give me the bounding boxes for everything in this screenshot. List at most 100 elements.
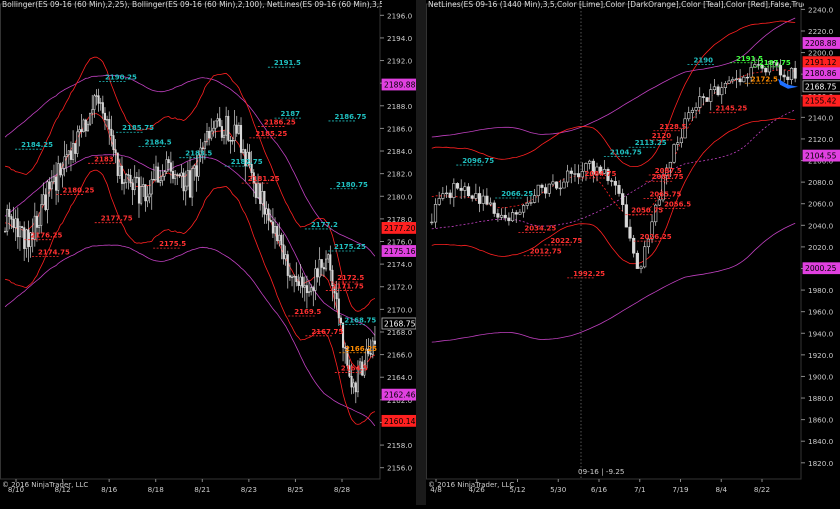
candle-body [723, 83, 728, 88]
candle-body [195, 165, 198, 177]
candle-body [48, 181, 51, 190]
candle-body [106, 119, 109, 121]
candle-body [544, 187, 548, 194]
candle-body [59, 163, 62, 176]
candle-body [273, 226, 277, 234]
candle-body [112, 135, 115, 151]
candle-body [514, 212, 518, 215]
netline-label: 2167.75 [311, 328, 343, 336]
candle-body [786, 76, 790, 80]
candle-body [705, 97, 709, 102]
right-chart-svg[interactable]: 1820.0 1840.0 1860.0 1880.0 1900.0 1920.0 1940… [426, 0, 840, 505]
candle-body [205, 131, 209, 142]
y-tick-label: 2164.0 [387, 373, 413, 382]
candle-body [474, 193, 478, 199]
candle-body [738, 78, 742, 83]
candle-body [359, 361, 362, 370]
candle-body [16, 218, 19, 238]
x-tick-label: 7/19 [672, 485, 689, 494]
price-tag-label: 2208.88 [805, 39, 837, 48]
candle-body [310, 287, 313, 293]
candle-body [178, 174, 181, 177]
candle-body [363, 367, 366, 376]
y-tick-label: 1860.0 [808, 416, 834, 425]
candle-body [694, 107, 698, 111]
candle-body [322, 267, 325, 270]
candle-body [624, 204, 628, 228]
candle-body [142, 184, 145, 187]
candle-body [271, 221, 274, 234]
candle-body [10, 216, 13, 220]
candle-body [114, 149, 117, 154]
candle-body [477, 193, 482, 204]
left-chart-svg[interactable]: 2156.02158.02160.02162.02164.02166.02168… [0, 0, 417, 505]
netline-label: 2166.25 [345, 345, 377, 353]
bollinger-slow-line [4, 244, 376, 427]
y-tick-label: 2176.0 [387, 238, 413, 247]
candle-body [441, 193, 445, 199]
candle-body [499, 214, 504, 218]
candle-body [146, 196, 149, 202]
netline-label: 2186.25 [264, 119, 296, 127]
candle-body [753, 64, 757, 68]
panel-divider[interactable] [416, 0, 426, 505]
netline-label: 2081.75 [652, 173, 684, 181]
candle-body [286, 254, 289, 276]
netline-label: 2183.5 [185, 150, 212, 158]
candle-body [448, 192, 452, 198]
candle-body [676, 142, 680, 145]
candle-body [503, 214, 507, 219]
x-tick-label: 8/28 [334, 485, 351, 494]
x-tick-label: 5/12 [509, 485, 525, 494]
bollinger-fast-line [431, 117, 796, 265]
candle-body [63, 156, 66, 169]
blue-arrow-icon [778, 78, 798, 89]
candle-body [267, 208, 270, 221]
candle-body [650, 221, 654, 240]
candle-body [50, 181, 53, 190]
netline-label: 2168.75 [344, 316, 376, 324]
candle-body [133, 176, 136, 191]
candle-body [52, 176, 55, 183]
y-tick-label: 2186.0 [387, 124, 413, 133]
candle-body [329, 254, 332, 271]
bollinger-fast-line [431, 20, 796, 167]
x-tick-label: 5/30 [550, 485, 567, 494]
x-tick-label: 6/16 [591, 485, 608, 494]
netline-label: 2172.5 [337, 274, 364, 282]
candle-body [573, 173, 577, 175]
candle-body [610, 180, 614, 182]
candle-body [191, 168, 194, 198]
left-chart-panel[interactable]: 2156.02158.02160.02162.02164.02166.02168… [0, 0, 417, 505]
candle-body [69, 150, 73, 160]
candle-body [278, 234, 281, 242]
netline-label: 2171.75 [332, 283, 364, 291]
price-tag [802, 149, 840, 162]
candle-body [74, 143, 77, 154]
candle-body [327, 254, 330, 260]
plot-frame [426, 3, 802, 480]
candle-body [116, 152, 119, 176]
y-tick-label: 1980.0 [808, 286, 834, 295]
candle-body [698, 96, 702, 108]
candle-body [144, 184, 147, 202]
y-tick-label: 2200.0 [808, 49, 834, 58]
candle-body [82, 119, 85, 133]
candle-body [536, 184, 540, 196]
candle-body [201, 147, 204, 150]
candle-body [295, 275, 298, 283]
netline-label: 2164.5 [341, 365, 368, 373]
candle-body [103, 112, 107, 121]
y-tick-label: 2240.0 [808, 5, 834, 14]
right-chart-panel[interactable]: 1820.0 1840.0 1860.0 1880.0 1900.0 1920.0 1940… [426, 0, 840, 505]
candle-body [492, 202, 496, 214]
candle-body [131, 182, 134, 191]
x-tick-label: 4/26 [469, 485, 486, 494]
y-tick-label: 2182.0 [387, 170, 413, 179]
candle-body [745, 76, 750, 79]
candle-body [510, 212, 515, 222]
candle-body [690, 109, 694, 114]
candle-body [562, 181, 566, 189]
netline-label: 2065.75 [650, 191, 682, 199]
candle-body [621, 193, 625, 205]
